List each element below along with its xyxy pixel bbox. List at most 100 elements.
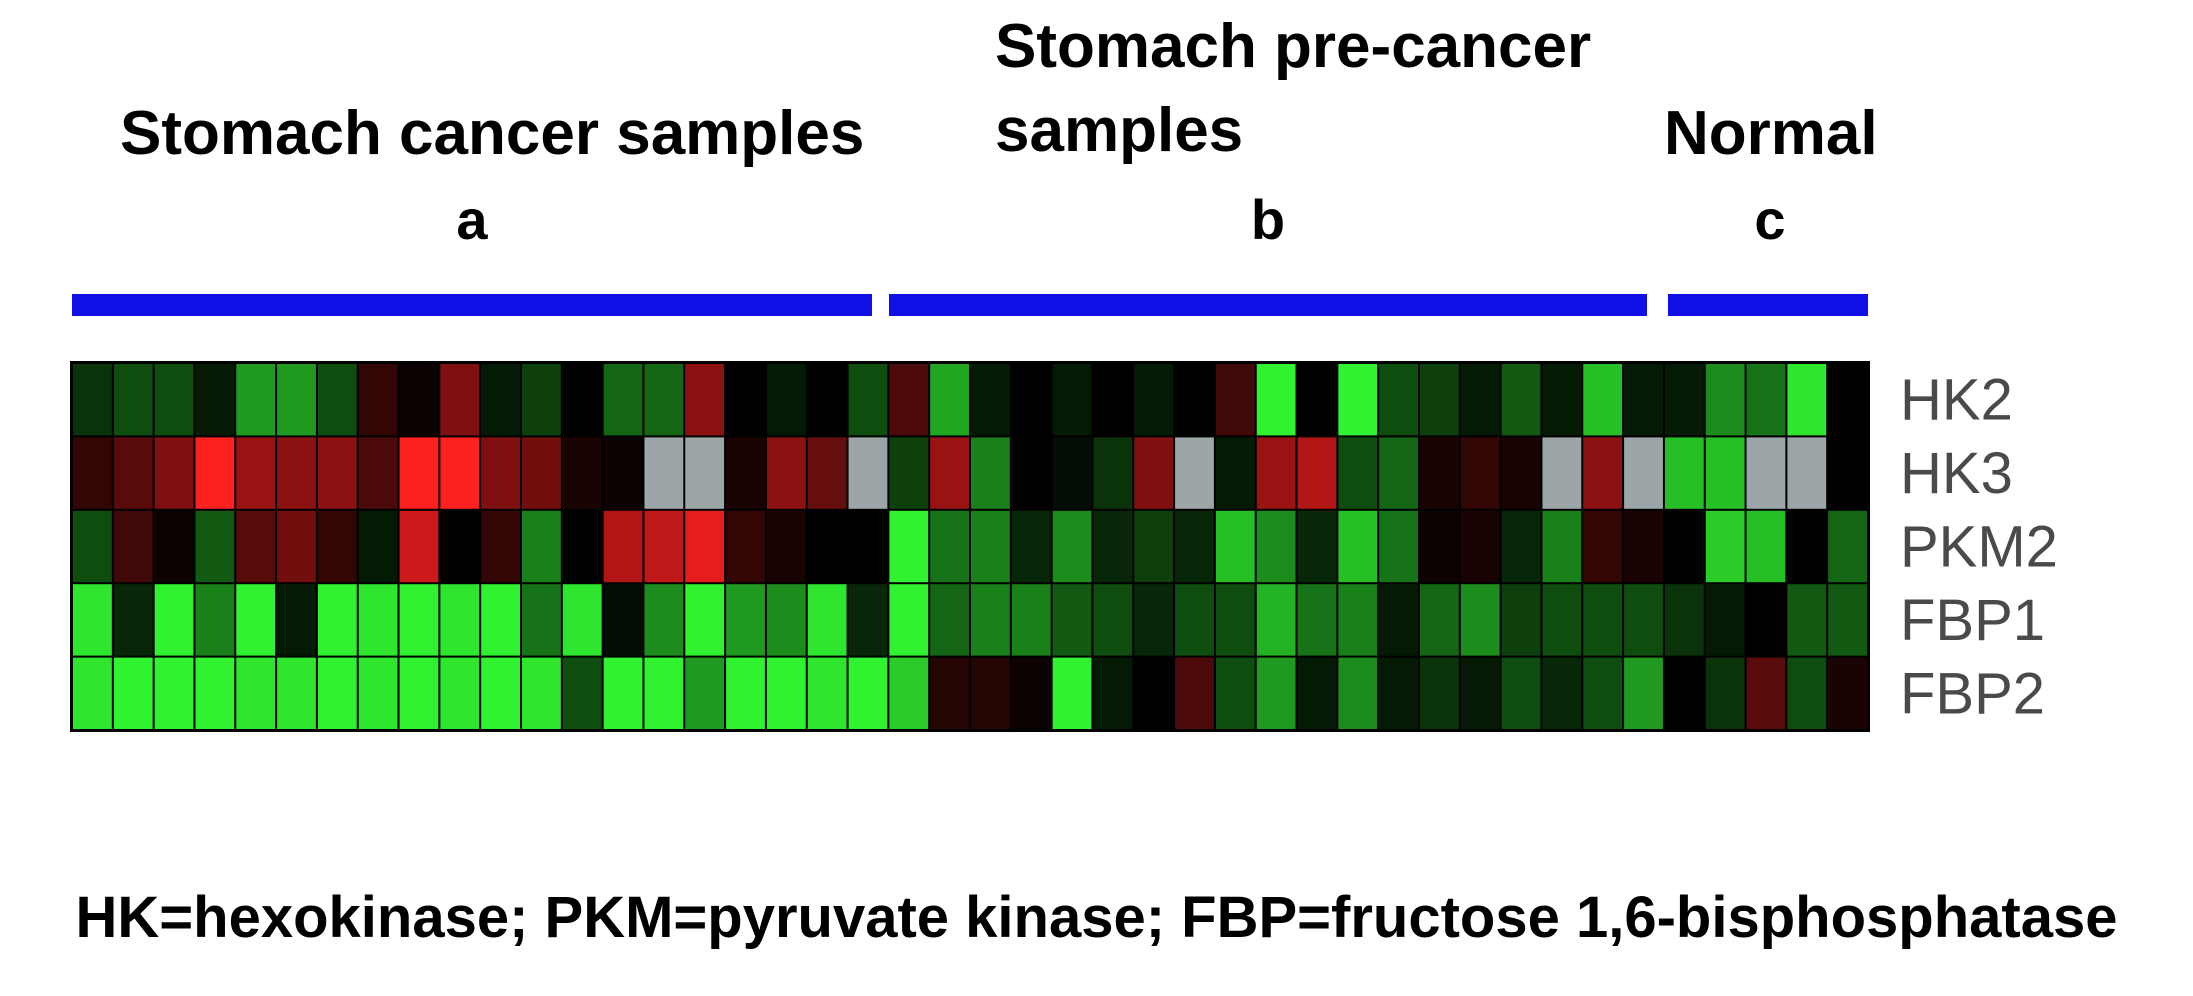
heatmap-cell-fbp2-36 (1501, 657, 1541, 729)
heatmap-cell-fbp2-10 (440, 657, 480, 729)
heatmap-cell-hk3-12 (522, 437, 561, 509)
heatmap-cell-fbp1-39 (1624, 584, 1663, 656)
heatmap-cell-fbp1-26 (1093, 584, 1133, 656)
heatmap-cell-hk2-35 (1460, 364, 1500, 436)
row-label-hk3: HK3 (1900, 441, 2013, 506)
heatmap-cell-hk3-30 (1256, 437, 1296, 509)
heatmap-cell-fbp1-40 (1664, 584, 1704, 656)
heatmap-cell-fbp1-38 (1583, 584, 1623, 656)
heatmap-cell-fbp1-20 (848, 584, 888, 656)
heatmap-cell-fbp1-31 (1297, 584, 1337, 656)
heatmap-cell-fbp1-18 (766, 584, 806, 656)
heatmap-cell-pkm2-22 (930, 510, 969, 583)
heatmap-cell-fbp1-44 (1828, 584, 1867, 656)
heatmap-cell-hk2-8 (358, 364, 398, 436)
group-bar-a (72, 294, 872, 316)
heatmap-cell-fbp2-20 (848, 657, 888, 729)
heatmap-cell-hk3-42 (1746, 437, 1786, 509)
heatmap-cell-hk2-24 (1011, 364, 1051, 436)
heatmap-cell-fbp2-21 (889, 657, 929, 729)
heatmap-cell-hk3-41 (1705, 437, 1745, 509)
heatmap-cell-fbp2-17 (726, 657, 765, 729)
heatmap-cell-fbp2-8 (358, 657, 398, 729)
heatmap-cell-pkm2-35 (1460, 510, 1500, 583)
heatmap-cell-hk3-22 (930, 437, 969, 509)
heatmap-cell-hk2-44 (1828, 364, 1867, 436)
heatmap-cell-hk3-2 (113, 437, 153, 509)
heatmap-cell-fbp1-3 (154, 584, 194, 656)
heatmap-cell-hk2-38 (1583, 364, 1623, 436)
heatmap-cell-pkm2-26 (1093, 510, 1133, 583)
heatmap-cell-hk2-28 (1175, 364, 1214, 436)
heatmap-cell-fbp1-29 (1215, 584, 1255, 656)
heatmap-cell-pkm2-2 (113, 510, 153, 583)
heatmap-cell-fbp1-17 (726, 584, 765, 656)
heatmap-cell-pkm2-13 (562, 510, 602, 583)
heatmap-cell-fbp2-29 (1215, 657, 1255, 729)
heatmap-cell-hk2-25 (1052, 364, 1092, 436)
heatmap-cell-pkm2-25 (1052, 510, 1092, 583)
heatmap-cell-hk2-3 (154, 364, 194, 436)
heatmap-cell-fbp1-37 (1542, 584, 1582, 656)
heatmap-cell-fbp2-18 (766, 657, 806, 729)
heatmap-cell-fbp1-24 (1011, 584, 1051, 656)
heatmap-cell-hk3-44 (1828, 437, 1867, 509)
heatmap-cell-hk3-7 (317, 437, 357, 509)
heatmap-cell-fbp1-16 (685, 584, 725, 656)
heatmap-cell-fbp2-4 (195, 657, 235, 729)
footnote: HK=hexokinase; PKM=pyruvate kinase; FBP=… (75, 885, 2118, 950)
heatmap-cell-fbp1-21 (889, 584, 929, 656)
heatmap-cell-hk2-31 (1297, 364, 1337, 436)
heatmap-cell-hk2-30 (1256, 364, 1296, 436)
heatmap-cell-hk2-6 (277, 364, 316, 436)
heatmap-cell-hk3-16 (685, 437, 725, 509)
heatmap-cell-fbp1-12 (522, 584, 561, 656)
group-title-cancer: Stomach cancer samples (120, 99, 865, 168)
heatmap-cell-hk3-3 (154, 437, 194, 509)
heatmap-cell-pkm2-29 (1215, 510, 1255, 583)
heatmap-cell-fbp1-1 (73, 584, 112, 656)
heatmap-cell-hk3-39 (1624, 437, 1663, 509)
heatmap-cell-hk2-33 (1379, 364, 1418, 436)
heatmap-cell-hk3-31 (1297, 437, 1337, 509)
heatmap-cell-pkm2-32 (1338, 510, 1378, 583)
heatmap-cell-hk3-9 (399, 437, 439, 509)
row-label-fbp1: FBP1 (1900, 588, 2045, 653)
heatmap-cell-fbp2-12 (522, 657, 561, 729)
heatmap-cell-fbp1-14 (603, 584, 643, 656)
heatmap-cell-hk3-37 (1542, 437, 1582, 509)
heatmap-cell-fbp2-28 (1175, 657, 1214, 729)
heatmap-cell-fbp1-32 (1338, 584, 1378, 656)
heatmap-cell-fbp1-15 (644, 584, 684, 656)
heatmap-cell-fbp2-6 (277, 657, 316, 729)
heatmap-cell-fbp1-23 (971, 584, 1010, 656)
heatmap-cell-hk3-36 (1501, 437, 1541, 509)
heatmap-cell-hk2-43 (1787, 364, 1827, 436)
heatmap-cell-fbp1-13 (562, 584, 602, 656)
heatmap-cell-hk2-1 (73, 364, 112, 436)
heatmap-cell-hk3-28 (1175, 437, 1214, 509)
heatmap-cell-hk2-23 (971, 364, 1010, 436)
heatmap-cell-pkm2-43 (1787, 510, 1827, 583)
heatmap-cell-pkm2-3 (154, 510, 194, 583)
heatmap-cell-pkm2-41 (1705, 510, 1745, 583)
heatmap-cell-hk3-35 (1460, 437, 1500, 509)
heatmap-cell-hk3-17 (726, 437, 765, 509)
heatmap-cell-fbp2-34 (1420, 657, 1459, 729)
row-label-pkm2: PKM2 (1900, 515, 2058, 580)
heatmap-cell-fbp2-33 (1379, 657, 1418, 729)
heatmap-cell-fbp2-37 (1542, 657, 1582, 729)
heatmap-cell-hk2-14 (603, 364, 643, 436)
heatmap-cell-hk2-15 (644, 364, 684, 436)
heatmap-cell-hk3-5 (236, 437, 276, 509)
heatmap-cell-hk3-20 (848, 437, 888, 509)
heatmap-cell-hk3-21 (889, 437, 929, 509)
heatmap-cell-fbp1-35 (1460, 584, 1500, 656)
heatmap-cell-pkm2-42 (1746, 510, 1786, 583)
heatmap-cell-hk2-22 (930, 364, 969, 436)
heatmap-cell-fbp2-16 (685, 657, 725, 729)
heatmap-cell-fbp2-24 (1011, 657, 1051, 729)
heatmap-cell-hk2-17 (726, 364, 765, 436)
heatmap-cell-pkm2-9 (399, 510, 439, 583)
